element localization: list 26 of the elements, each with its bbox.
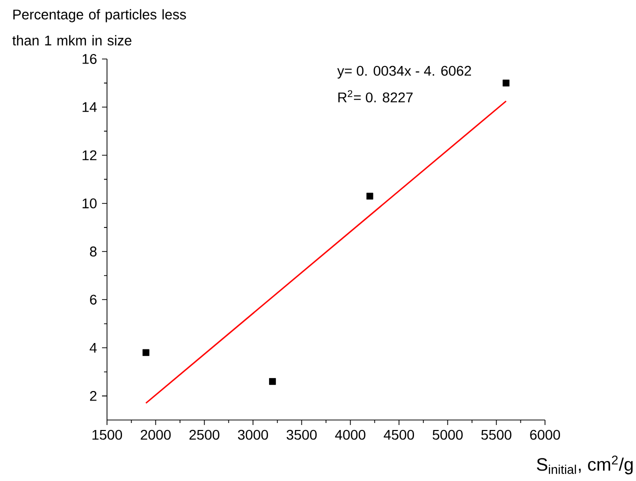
y-axis-title: Percentage of particles less than 1 mkm in size [12, 9, 186, 46]
x-tick-label: 1500 [92, 430, 122, 440]
x-tick-label: 3000 [238, 430, 268, 440]
y-tick-label: 14 [82, 102, 97, 112]
annotation: y= 0. 0034x - 4. 6062 [337, 66, 471, 79]
y-tick-label: 10 [82, 198, 97, 208]
x-tick-label: 4000 [335, 430, 366, 440]
x-tick-label: 6000 [530, 430, 560, 440]
x-tick-label: 5500 [481, 430, 512, 440]
x-tick-label: 2500 [189, 430, 220, 440]
x-axis-title: S$_{initial}$, cm$^{2}$/g [536, 456, 633, 474]
y-tick-label: 12 [82, 150, 96, 160]
x-tick-label: 5000 [432, 430, 463, 440]
y-tick-label: 8 [90, 246, 97, 256]
x-tick-label: 4500 [384, 430, 414, 440]
point [502, 80, 510, 86]
point [142, 349, 150, 356]
annotation: R$^{2}$= 0. 8227 [338, 90, 413, 102]
point [269, 378, 276, 385]
y-tick-label: 2 [90, 391, 96, 401]
x-tick-label: 2000 [140, 430, 171, 440]
y-tick-label: 6 [90, 294, 97, 305]
y-tick-label: 4 [90, 342, 97, 353]
point [366, 192, 374, 200]
y-tick-label: 16 [82, 54, 97, 64]
x-tick-label: 3500 [286, 430, 317, 440]
